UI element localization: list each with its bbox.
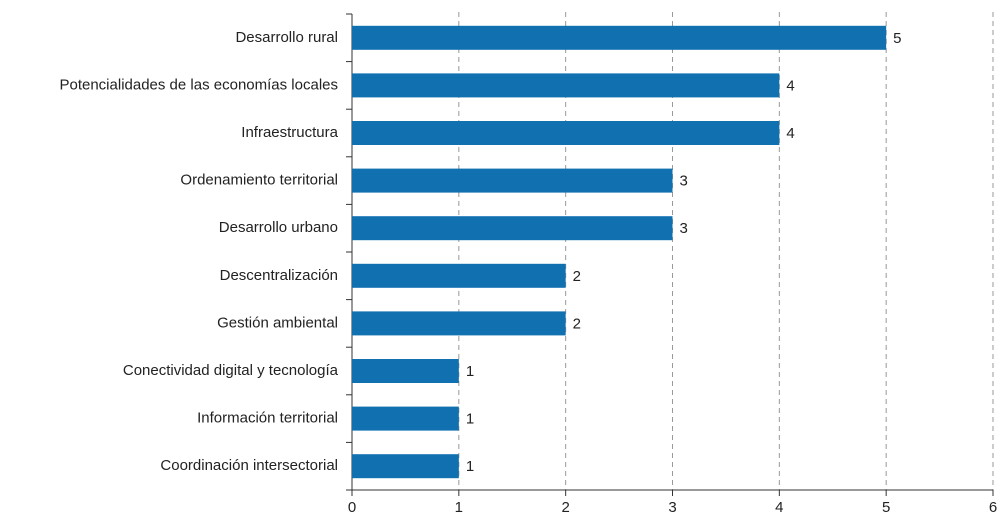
- data-label: 5: [893, 30, 901, 47]
- data-label: 3: [680, 220, 688, 237]
- data-label: 2: [573, 315, 581, 332]
- bar: [352, 406, 459, 431]
- y-tick-label: Infraestructura: [241, 124, 338, 141]
- x-tick-label: 1: [455, 499, 463, 516]
- x-tick-label: 6: [989, 499, 997, 516]
- y-tick-label: Desarrollo rural: [235, 29, 338, 46]
- y-tick-label: Desarrollo urbano: [219, 219, 338, 236]
- bar: [352, 263, 566, 288]
- y-tick-label: Conectividad digital y tecnología: [123, 362, 339, 379]
- y-tick-label: Descentralización: [220, 267, 338, 284]
- bar: [352, 25, 887, 50]
- bar: [352, 168, 673, 193]
- bar: [352, 311, 566, 336]
- x-tick-label: 0: [348, 499, 356, 516]
- bar: [352, 73, 780, 98]
- x-tick-label: 3: [668, 499, 676, 516]
- y-tick-label: Ordenamiento territorial: [180, 172, 338, 189]
- bar: [352, 216, 673, 241]
- bar: [352, 121, 780, 145]
- x-tick-label: 4: [775, 499, 783, 516]
- y-tick-label: Coordinación intersectorial: [160, 457, 338, 474]
- data-label: 1: [466, 411, 474, 428]
- data-label: 1: [466, 458, 474, 475]
- y-tick-label: Potencialidades de las economías locales: [59, 76, 338, 93]
- bar: [352, 454, 459, 479]
- y-tick-label: Información territorial: [197, 410, 338, 427]
- data-label: 1: [466, 363, 474, 380]
- data-label: 4: [786, 125, 794, 142]
- x-tick-label: 5: [882, 499, 890, 516]
- bar: [352, 359, 459, 383]
- data-label: 2: [573, 268, 581, 285]
- x-tick-label: 2: [561, 499, 569, 516]
- y-tick-label: Gestión ambiental: [217, 314, 338, 331]
- data-label: 3: [680, 173, 688, 190]
- data-label: 4: [786, 77, 794, 94]
